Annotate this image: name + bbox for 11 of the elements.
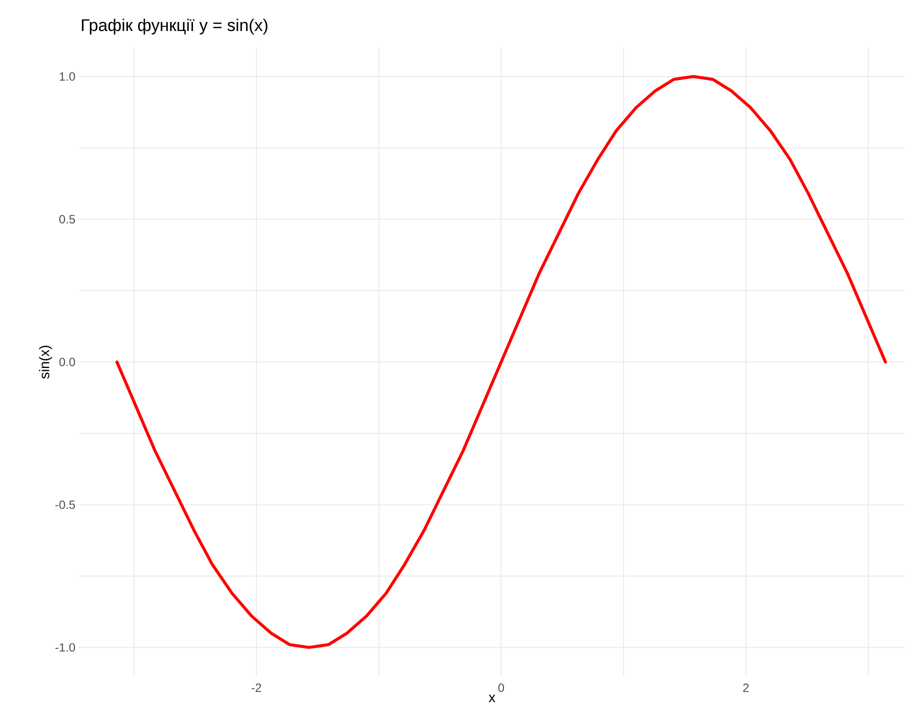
x-axis-title: x bbox=[488, 694, 496, 702]
y-tick-label: 0.5 bbox=[59, 215, 75, 224]
x-tick-label: -2 bbox=[252, 684, 262, 692]
y-tick-label: -0.5 bbox=[55, 500, 75, 509]
y-tick-label: 0.0 bbox=[59, 358, 76, 366]
x-tick-label: 0 bbox=[498, 684, 504, 692]
y-tick-label: -1.0 bbox=[55, 643, 76, 652]
chart-title: Графік функції y = sin(x) bbox=[82, 18, 268, 34]
y-axis-title: sin(x) bbox=[39, 346, 52, 379]
y-tick-label: 1.0 bbox=[60, 72, 76, 81]
x-tick-label: 2 bbox=[743, 684, 749, 692]
